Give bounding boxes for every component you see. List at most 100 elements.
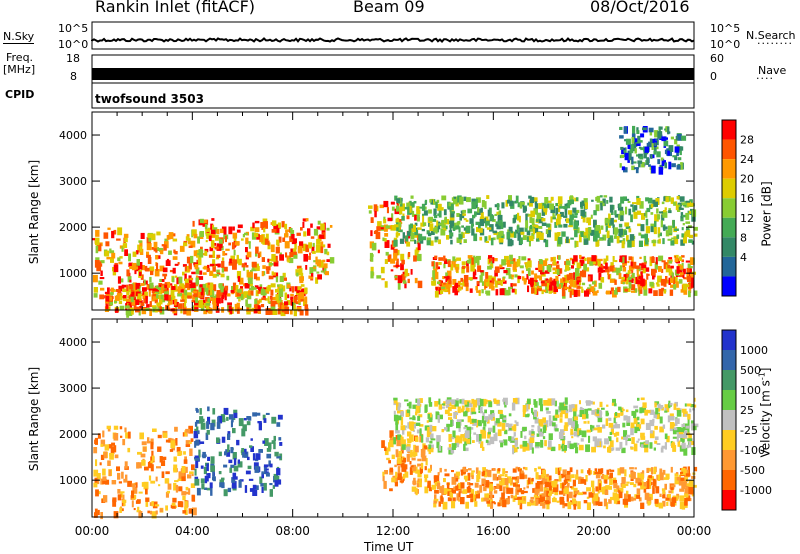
data-cell	[447, 497, 452, 502]
data-cell	[667, 150, 670, 156]
data-cell	[270, 301, 276, 306]
data-cell	[684, 201, 688, 206]
data-cell	[547, 398, 553, 406]
data-cell	[546, 229, 551, 238]
data-cell	[485, 469, 488, 472]
data-cell	[175, 438, 178, 446]
data-cell	[633, 443, 638, 452]
data-cell	[676, 234, 680, 239]
data-cell	[597, 486, 600, 494]
data-cell	[495, 223, 499, 227]
data-cell	[267, 258, 270, 263]
data-cell	[631, 284, 636, 291]
data-cell	[559, 467, 562, 471]
data-cell	[169, 449, 174, 452]
data-cell	[290, 296, 294, 301]
data-cell	[317, 274, 322, 280]
data-cell	[404, 206, 409, 210]
data-cell	[519, 472, 525, 480]
data-cell	[430, 240, 434, 246]
colorbar-tick: 500	[740, 364, 761, 377]
data-cell	[554, 234, 560, 241]
data-cell	[455, 225, 459, 230]
data-cell	[116, 293, 122, 296]
data-cell	[566, 493, 569, 502]
data-cell	[433, 277, 436, 281]
data-cell	[480, 398, 484, 407]
data-cell	[245, 247, 248, 253]
data-cell	[498, 475, 502, 481]
data-cell	[214, 300, 219, 307]
data-cell	[536, 231, 542, 239]
data-cell	[669, 413, 674, 419]
data-cell	[420, 222, 425, 227]
data-cell	[217, 416, 220, 424]
data-cell	[164, 294, 169, 301]
data-cell	[173, 482, 177, 491]
data-cell	[549, 420, 554, 425]
data-cell	[595, 258, 599, 263]
data-cell	[556, 280, 560, 287]
data-cell	[637, 135, 641, 143]
data-cell	[562, 492, 566, 496]
data-cell	[603, 258, 607, 265]
data-cell	[299, 276, 304, 281]
data-cell	[452, 256, 456, 262]
data-cell	[590, 286, 595, 292]
data-cell	[586, 429, 591, 433]
data-cell	[459, 214, 462, 221]
data-cell	[510, 230, 514, 234]
data-cell	[136, 259, 140, 266]
data-cell	[514, 439, 518, 447]
data-cell	[93, 447, 98, 454]
data-cell	[252, 453, 256, 461]
data-cell	[618, 214, 621, 220]
data-cell	[441, 487, 444, 495]
data-cell	[628, 278, 634, 284]
data-cell	[685, 212, 690, 220]
data-cell	[483, 469, 488, 478]
data-cell	[662, 160, 666, 164]
data-cell	[444, 427, 448, 431]
data-cell	[689, 480, 694, 483]
data-cell	[670, 265, 674, 269]
data-cell	[386, 207, 389, 214]
data-cell	[683, 277, 687, 280]
data-cell	[484, 201, 487, 209]
data-cell	[435, 475, 440, 482]
data-cell	[554, 232, 558, 238]
data-cell	[541, 290, 544, 295]
data-cell	[304, 296, 308, 304]
data-cell	[480, 211, 484, 217]
data-cell	[459, 435, 463, 444]
data-cell	[165, 505, 168, 511]
data-cell	[595, 225, 600, 231]
data-cell	[173, 456, 177, 462]
data-cell	[446, 423, 450, 432]
data-cell	[393, 248, 398, 256]
data-cell	[580, 438, 584, 442]
data-cell	[533, 281, 536, 289]
data-cell	[206, 429, 210, 435]
data-cell	[627, 276, 633, 281]
data-cell	[691, 280, 694, 288]
data-cell	[224, 285, 229, 291]
data-cell	[631, 278, 634, 281]
data-cell	[166, 490, 170, 494]
data-cell	[415, 436, 419, 442]
data-cell	[534, 201, 538, 205]
data-cell	[397, 457, 402, 464]
data-cell	[257, 305, 261, 311]
data-cell	[686, 403, 692, 407]
data-cell	[141, 482, 145, 487]
data-cell	[452, 279, 457, 285]
data-cell	[477, 265, 482, 272]
data-cell	[545, 239, 549, 248]
data-cell	[148, 289, 151, 297]
data-cell	[611, 402, 615, 406]
data-cell	[178, 486, 183, 492]
data-cell	[410, 202, 415, 208]
data-cell	[637, 397, 640, 401]
data-cell	[276, 468, 281, 476]
data-cell	[397, 472, 402, 481]
